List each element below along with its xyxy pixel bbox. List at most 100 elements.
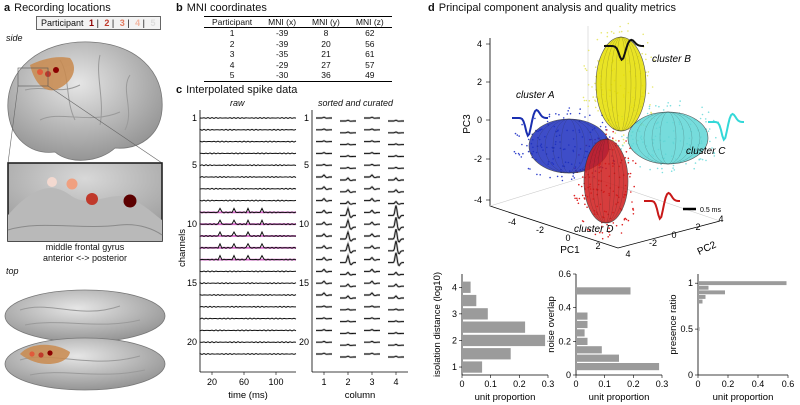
sorted-waveform [364,116,380,119]
pc3-tick: 0 [477,115,482,125]
channel-tick-raw: 5 [192,160,197,170]
raw-trace [199,175,297,179]
cluster-c-label: cluster C [686,146,726,157]
brain-caption-1: middle frontal gyrus [45,242,125,252]
channel-tick-raw: 20 [187,337,197,347]
channel-tick-raw: 10 [187,219,197,229]
pc2-label: PC2 [696,239,719,257]
histogram-bar [698,281,787,286]
pc1-tick: 2 [595,241,600,251]
sorted-waveform [388,320,404,323]
sorted-waveform [364,245,380,249]
raw-trace [199,116,297,120]
sorted-waveform [388,228,404,243]
x-tick: 0.6 [782,379,795,389]
sorted-waveform [388,283,404,288]
column-tick: 1 [321,377,326,387]
table-row: 2 -39 20 56 [204,39,392,50]
sorted-waveform [316,329,332,332]
x-tick: 0 [459,379,464,389]
sorted-waveform [388,343,404,346]
histogram-bar [576,363,660,371]
table-cell: 8 [323,28,329,38]
sorted-waveform [340,343,356,346]
table-cell: 56 [365,38,375,49]
x-tick: 0 [573,379,578,389]
sorted-waveform [316,152,332,155]
channel-tick-sorted: 20 [299,337,309,347]
sorted-waveform [364,292,380,297]
sorted-waveform [340,131,356,134]
sorted-waveform [316,280,332,285]
time-tick: 60 [239,377,249,387]
pc1-label: PC1 [560,245,580,256]
raw-trace [199,164,297,167]
sorted-waveform [364,209,380,214]
sorted-waveform [364,221,380,226]
y-tick: 1 [452,362,457,372]
sorted-waveform [316,174,332,179]
y-axis-label: isolation distance (log10) [432,272,443,377]
sorted-waveform [340,119,356,122]
raw-trace [199,341,297,344]
raw-trace [199,152,297,155]
channel-tick-sorted: 10 [299,219,309,229]
histogram-bar [698,327,700,331]
y-tick: 0.2 [558,336,571,346]
mni-header-2: MNI (y) [304,16,348,28]
histogram-bar [462,334,546,347]
table-row: 5 -30 36 49 [204,70,392,82]
x-tick: 0.3 [542,379,555,389]
y-tick: 4 [452,282,457,292]
histogram-bar [462,361,483,373]
sorted-waveform [364,233,380,238]
pc2-tick: 2 [695,222,700,232]
pca-3d-plot: -4 -2 0 2 4 -4 -2 0 2 4 -2 0 2 4 PC1 PC2 PC3 cluster A clu… [462,22,744,259]
histogram-bar [576,346,602,354]
x-tick: 0 [695,379,700,389]
sorted-waveform [388,205,404,219]
sorted-waveform [388,131,404,134]
sorted-waveform [388,295,404,300]
sorted-waveform [340,332,356,335]
table-cell: 57 [365,59,375,70]
pca-frame [489,38,721,249]
sorted-waveform [388,177,404,182]
cluster-b-label: cluster B [652,54,691,65]
time-tick: 100 [268,377,283,387]
sorted-waveform [316,163,332,166]
pc2-tick: 0 [671,230,676,240]
legend-label: Participant [41,18,84,28]
sorted-waveform [340,207,356,218]
sorted-waveform [364,152,380,155]
raw-trace [199,199,297,202]
participant-legend: Participant 1 | 2 | 3 | 4 | 5 [36,16,161,30]
legend-item-4: 4 [135,18,141,28]
channel-tick-raw: 15 [187,278,197,288]
pc3-tick: 2 [477,77,482,87]
raw-label: raw [230,98,245,108]
x-tick: 0.2 [513,379,526,389]
raw-trace [199,305,297,308]
sorted-waveform [340,201,356,205]
y-tick: 3 [452,309,457,319]
histogram-bar [698,299,703,304]
sorted-waveform [316,140,332,143]
histogram-bar [698,295,706,299]
histogram-bar [462,308,488,320]
sorted-waveform [388,166,404,169]
sorted-waveform [388,332,404,335]
table-cell: 5 [204,70,261,82]
pc1-tick: -4 [508,217,516,227]
panel-d-title: d Principal component analysis and qualit… [428,2,676,14]
sorted-label: sorted and curated [318,98,394,108]
raw-trace [199,218,297,226]
sorted-waveform [340,355,356,358]
raw-trace [199,270,297,273]
legend-item-5: 5 [150,18,156,28]
channels-axis-label: channels [177,229,188,267]
histogram-bar [576,287,631,295]
sorted-waveform [340,254,356,266]
sorted-waveform [388,119,404,122]
y-tick: 1 [688,278,693,288]
